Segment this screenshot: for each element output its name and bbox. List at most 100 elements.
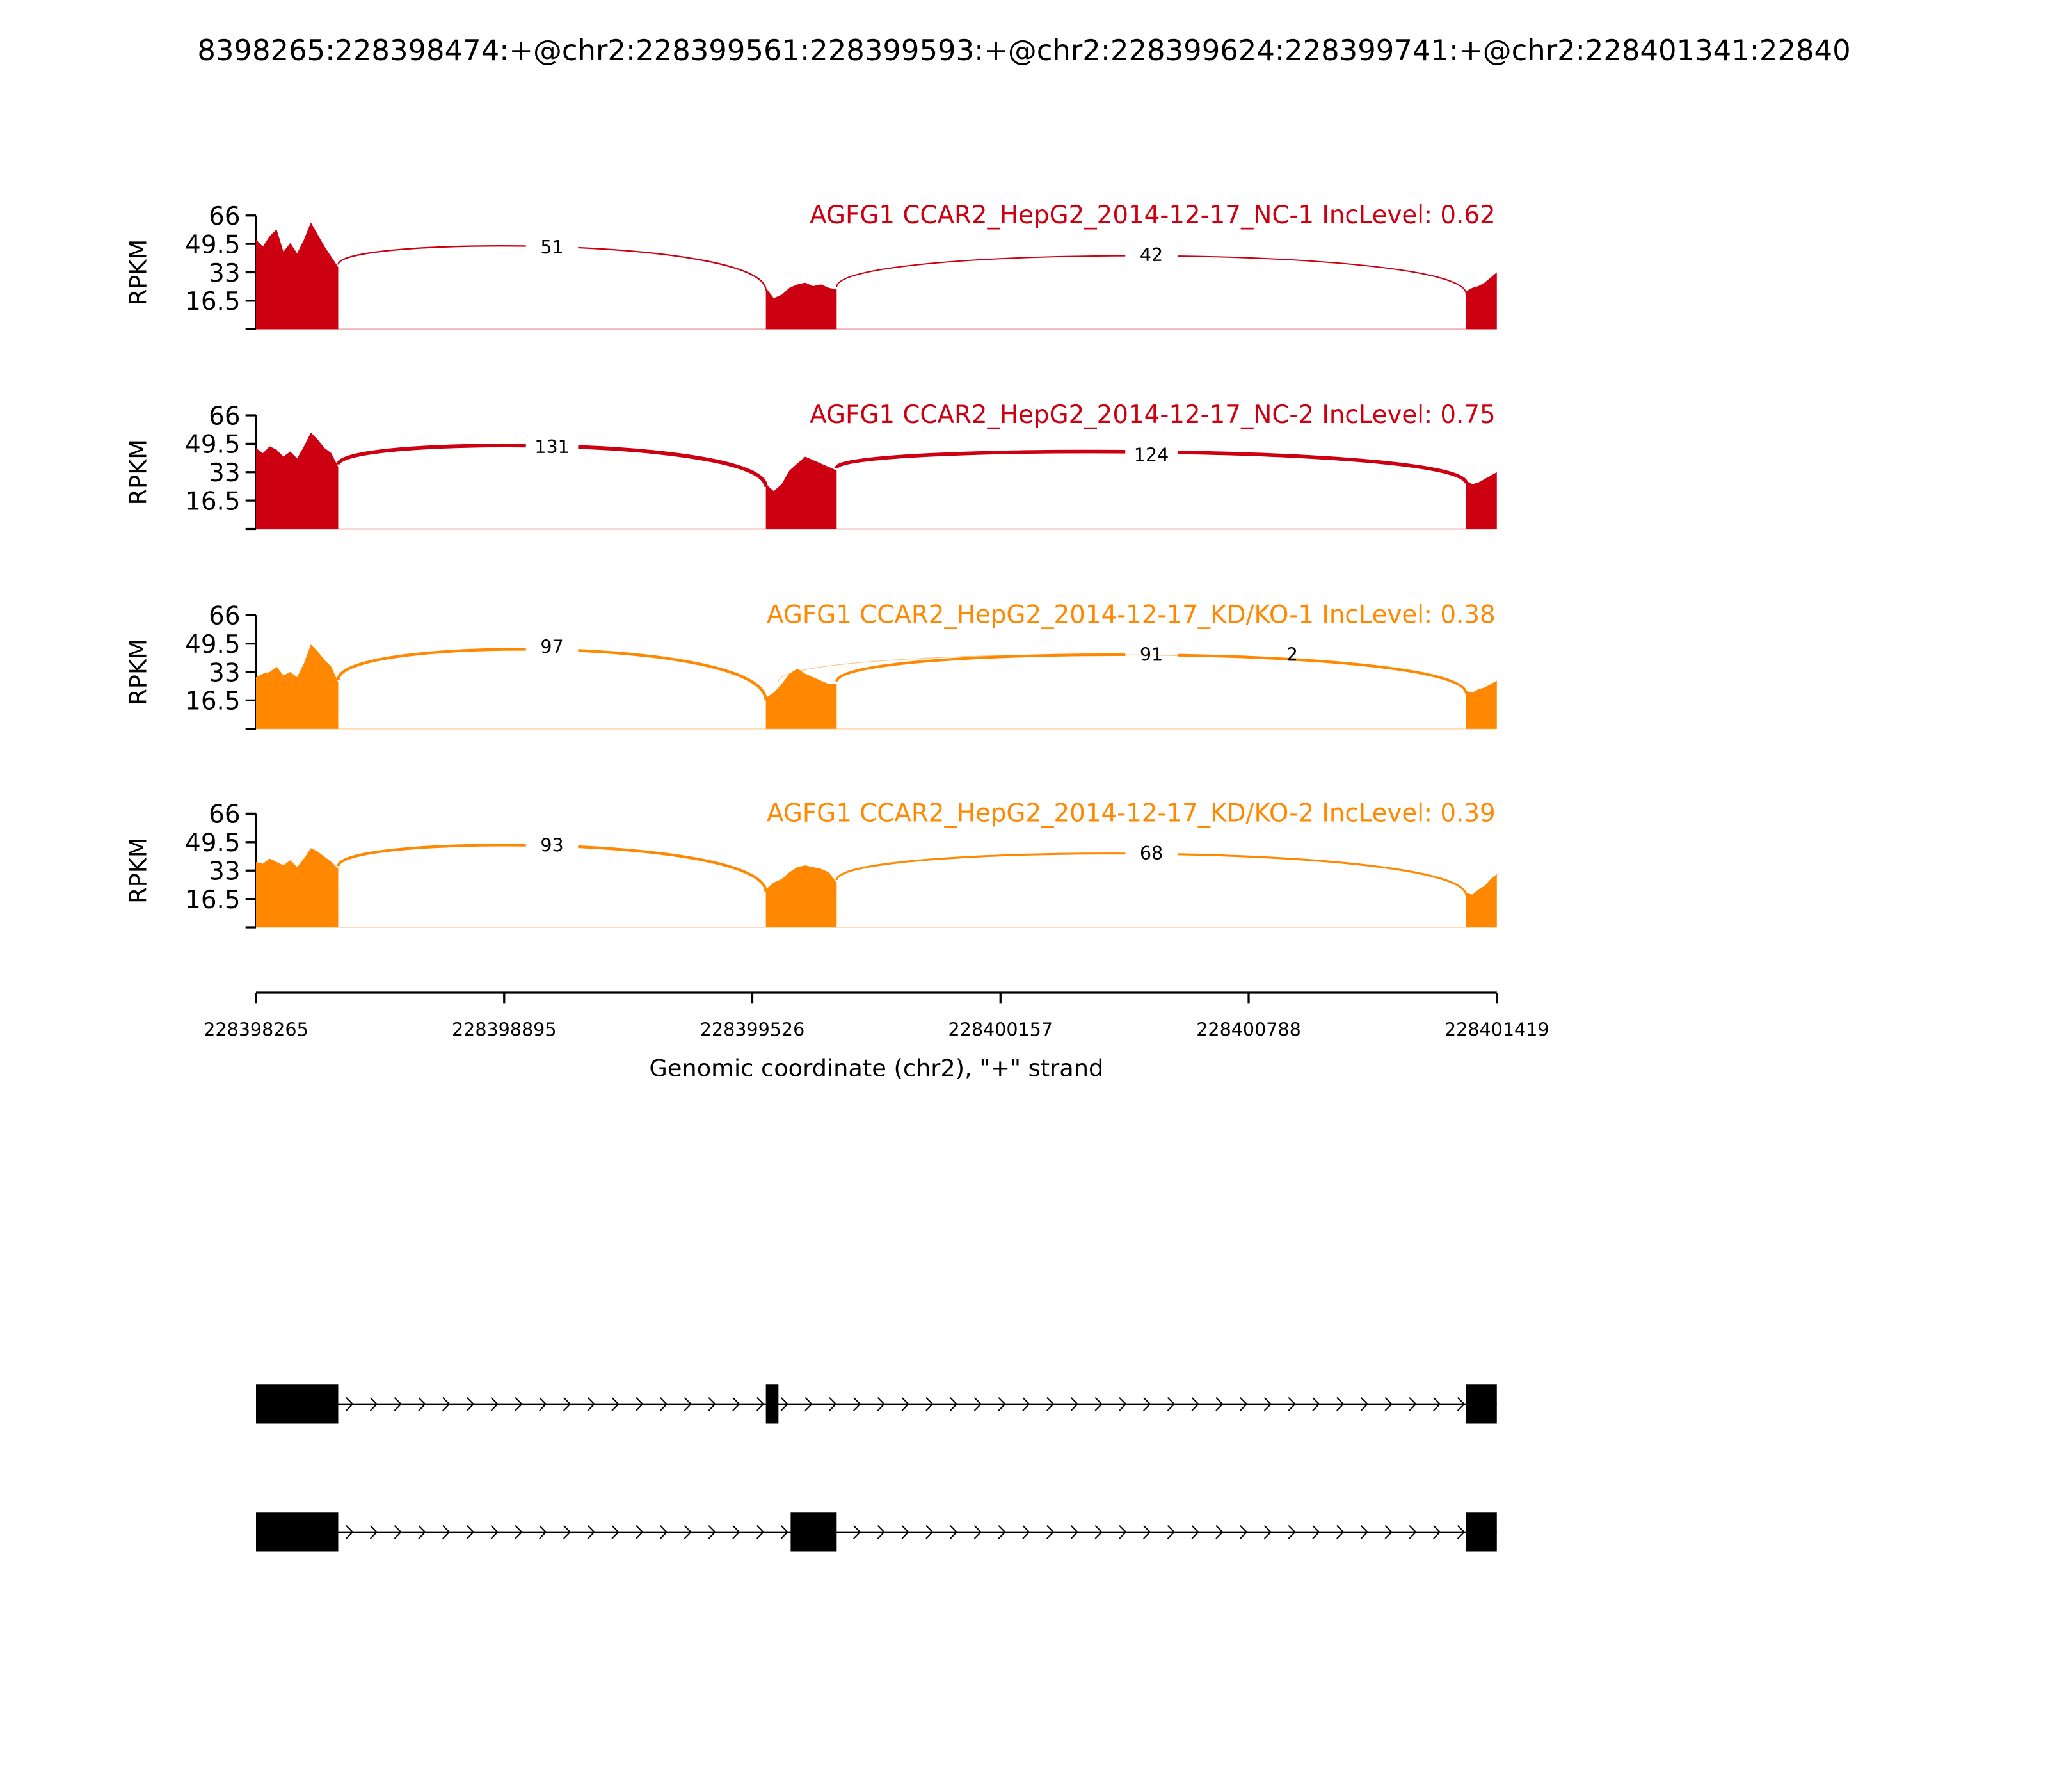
strand-arrow-icon: [684, 1396, 692, 1411]
coverage-exon1: [256, 848, 339, 927]
strand-arrow-icon: [442, 1524, 451, 1539]
strand-arrow-icon: [925, 1524, 934, 1539]
strand-arrow-icon: [1312, 1396, 1320, 1411]
y-tick-label: 49.5: [185, 230, 240, 259]
y-tick-label: 66: [209, 202, 240, 231]
y-tick-label: 66: [209, 602, 240, 631]
strand-arrow-icon: [780, 1396, 789, 1411]
strand-arrow-icon: [1409, 1524, 1417, 1539]
y-axis-label: RPKM: [125, 439, 152, 505]
strand-arrow-icon: [973, 1524, 982, 1539]
strand-arrow-icon: [1046, 1396, 1055, 1411]
strand-arrow-icon: [466, 1524, 475, 1539]
strand-arrow-icon: [780, 1524, 789, 1539]
strand-arrow-icon: [1336, 1396, 1345, 1411]
strand-arrow-icon: [1360, 1524, 1369, 1539]
chart-title: 8398265:228398474:+@chr2:228399561:22839…: [197, 33, 1850, 67]
strand-arrow-icon: [1433, 1524, 1441, 1539]
x-tick-label: 228401419: [1444, 1018, 1549, 1040]
strand-arrow-icon: [901, 1524, 909, 1539]
junction-count: 91: [1140, 644, 1163, 666]
exon: [765, 1384, 779, 1424]
coverage-exon2_3: [765, 456, 837, 529]
x-axis-label: Genomic coordinate (chr2), "+" strand: [649, 1055, 1103, 1082]
junction-count: 131: [534, 436, 570, 458]
junction-label-bg: [1125, 241, 1178, 266]
junction-count: 93: [540, 835, 563, 856]
strand-arrow-icon: [1409, 1396, 1417, 1411]
strand-arrow-icon: [804, 1396, 813, 1411]
transcript-2: [256, 1512, 1497, 1552]
strand-arrow-icon: [1263, 1524, 1272, 1539]
strand-arrow-icon: [611, 1396, 620, 1411]
y-tick-label: 33: [209, 857, 240, 886]
exon: [256, 1512, 339, 1552]
strand-arrow-icon: [1336, 1524, 1345, 1539]
strand-arrow-icon: [829, 1396, 837, 1411]
exon: [1466, 1512, 1497, 1552]
strand-arrow-icon: [539, 1396, 547, 1411]
strand-arrow-icon: [1240, 1396, 1248, 1411]
junction-label-bg: [525, 832, 579, 856]
strand-arrow-icon: [1022, 1524, 1030, 1539]
strand-arrow-icon: [756, 1524, 765, 1539]
strand-arrow-icon: [1143, 1524, 1151, 1539]
strand-arrow-icon: [1384, 1396, 1393, 1411]
strand-arrow-icon: [1167, 1396, 1176, 1411]
coverage-exon4: [1466, 272, 1497, 330]
strand-arrow-icon: [394, 1396, 402, 1411]
y-tick-label: 33: [209, 659, 240, 687]
strand-arrow-icon: [659, 1524, 668, 1539]
strand-arrow-icon: [659, 1396, 668, 1411]
junction-count: 51: [540, 236, 563, 258]
strand-arrow-icon: [1070, 1524, 1079, 1539]
strand-arrow-icon: [1215, 1396, 1224, 1411]
strand-arrow-icon: [1433, 1396, 1441, 1411]
y-axis-label: RPKM: [125, 837, 152, 903]
strand-arrow-icon: [490, 1396, 499, 1411]
junction-count: 2: [1286, 644, 1298, 666]
strand-arrow-icon: [394, 1524, 402, 1539]
strand-arrow-icon: [1240, 1524, 1248, 1539]
strand-arrow-icon: [901, 1396, 909, 1411]
coverage-exon4: [1466, 874, 1497, 927]
strand-arrow-icon: [732, 1396, 740, 1411]
strand-arrow-icon: [1191, 1524, 1199, 1539]
junction-label-bg: [525, 433, 579, 458]
strand-arrow-icon: [877, 1524, 886, 1539]
strand-arrow-icon: [1046, 1524, 1055, 1539]
strand-arrow-icon: [346, 1524, 354, 1539]
strand-arrow-icon: [1457, 1396, 1466, 1411]
junction-label-bg: [1125, 641, 1178, 665]
transcripts: [256, 1384, 1497, 1552]
strand-arrow-icon: [1167, 1524, 1176, 1539]
y-tick-label: 49.5: [185, 431, 240, 460]
exon: [256, 1384, 339, 1424]
y-tick-label: 16.5: [185, 487, 240, 516]
strand-arrow-icon: [973, 1396, 982, 1411]
track-label: AGFG1 CCAR2_HepG2_2014-12-17_NC-1 IncLev…: [810, 201, 1496, 230]
exon: [790, 1512, 837, 1552]
junction-count: 124: [1134, 444, 1169, 465]
junction-arc: [778, 654, 1467, 694]
strand-arrow-icon: [1215, 1524, 1224, 1539]
junction-label-bg: [525, 633, 579, 657]
strand-arrow-icon: [756, 1396, 765, 1411]
strand-arrow-icon: [442, 1396, 451, 1411]
y-tick-label: 66: [209, 402, 240, 431]
junction-count: 68: [1140, 842, 1163, 864]
y-tick-label: 16.5: [185, 287, 240, 316]
junction-label-bg: [1125, 441, 1178, 465]
strand-arrow-icon: [636, 1524, 644, 1539]
strand-arrow-icon: [1119, 1396, 1127, 1411]
strand-arrow-icon: [466, 1396, 475, 1411]
coverage-exon1: [256, 644, 339, 729]
strand-arrow-icon: [611, 1524, 620, 1539]
strand-arrow-icon: [1384, 1524, 1393, 1539]
